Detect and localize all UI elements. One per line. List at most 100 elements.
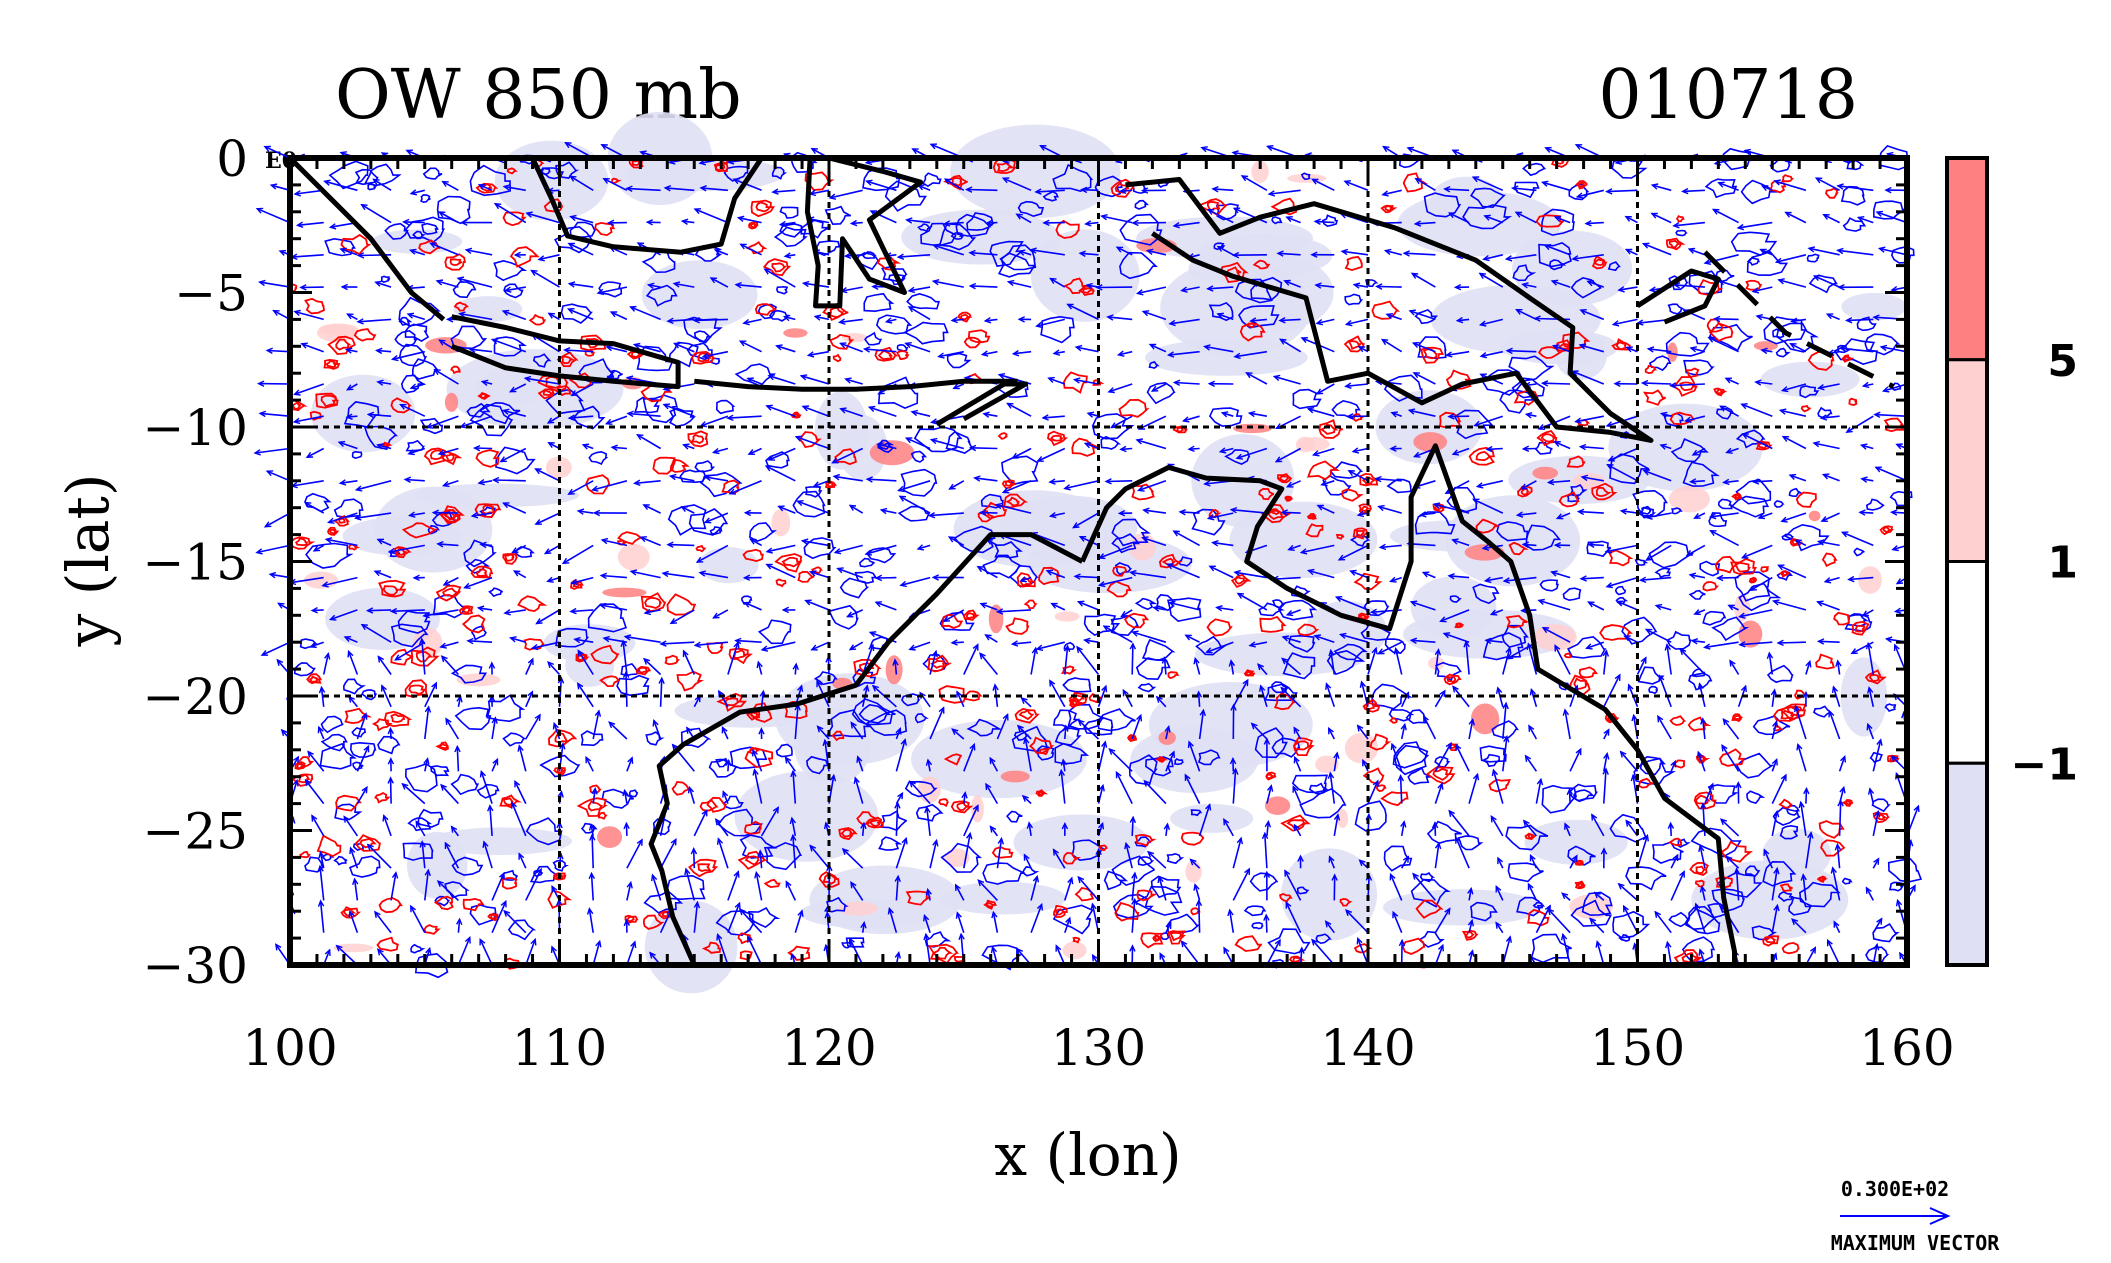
wind-vector-head bbox=[801, 280, 810, 288]
positive-contour bbox=[671, 781, 691, 796]
positive-contour bbox=[1702, 581, 1719, 592]
positive-contour bbox=[1851, 620, 1870, 636]
wind-vector-head bbox=[1414, 177, 1422, 185]
negative-contour bbox=[875, 314, 913, 335]
wind-vector bbox=[531, 269, 560, 288]
wind-vector bbox=[1848, 576, 1874, 581]
wind-vector-head bbox=[1285, 481, 1294, 488]
positive-contour bbox=[1563, 652, 1572, 659]
wind-vector-head bbox=[836, 567, 844, 574]
wind-vector bbox=[1116, 246, 1133, 256]
wind-vector bbox=[1575, 415, 1604, 423]
wind-vector bbox=[1669, 823, 1672, 836]
wind-vector-head bbox=[937, 352, 945, 359]
wind-vector-head bbox=[1698, 948, 1705, 956]
wind-vector bbox=[392, 350, 425, 361]
wind-vector-head bbox=[1398, 938, 1406, 947]
wind-vector-head bbox=[1524, 412, 1533, 419]
plot-frame bbox=[287, 155, 1910, 968]
wind-vector-head bbox=[862, 346, 871, 353]
wind-vector bbox=[1805, 832, 1812, 869]
wind-vector bbox=[330, 609, 358, 621]
wind-vector-head bbox=[440, 783, 447, 791]
negative-contour bbox=[645, 284, 678, 307]
wind-vector-head bbox=[425, 946, 432, 955]
wind-vector-head bbox=[1909, 884, 1916, 892]
wind-vector bbox=[1472, 176, 1504, 192]
negative-contour bbox=[1887, 857, 1923, 883]
positive-contour bbox=[1693, 791, 1717, 810]
wind-vector bbox=[270, 573, 291, 579]
wind-vector-head bbox=[502, 184, 511, 191]
positive-contour bbox=[1718, 748, 1746, 767]
wind-vector-head bbox=[636, 838, 643, 846]
wind-vector-head bbox=[630, 940, 637, 948]
positive-contour bbox=[528, 313, 547, 326]
wind-vector bbox=[525, 691, 534, 708]
wind-vector bbox=[721, 727, 729, 740]
negative-contour bbox=[669, 407, 697, 428]
wind-vector bbox=[1293, 756, 1302, 772]
wind-vector bbox=[970, 285, 998, 288]
negative-contour bbox=[1675, 229, 1688, 237]
negative-contour bbox=[1775, 347, 1791, 358]
wind-vector bbox=[1713, 208, 1739, 224]
positive-contour bbox=[1258, 487, 1275, 501]
wind-vector bbox=[1415, 178, 1436, 191]
negative-contour bbox=[1315, 933, 1332, 945]
wind-vector bbox=[640, 536, 661, 547]
wind-vector bbox=[1538, 599, 1571, 611]
wind-vector-head bbox=[534, 468, 542, 475]
coast-timor bbox=[935, 381, 1029, 427]
wind-vector bbox=[1728, 604, 1739, 611]
wind-vector-head bbox=[632, 479, 641, 486]
wind-vector-head bbox=[340, 283, 348, 291]
wind-vector bbox=[1468, 888, 1472, 901]
wind-vector-head bbox=[874, 601, 882, 608]
wind-vector bbox=[1021, 697, 1032, 708]
wind-vector-head bbox=[596, 288, 605, 296]
wind-vector bbox=[1823, 473, 1840, 482]
negative-contour bbox=[910, 450, 928, 463]
wind-vector bbox=[1572, 370, 1605, 385]
wind-vector bbox=[1782, 383, 1807, 392]
wind-vector bbox=[1692, 639, 1705, 643]
positive-contour bbox=[1868, 674, 1880, 683]
wind-vector-head bbox=[865, 179, 873, 186]
wind-vector bbox=[1036, 318, 1065, 327]
positive-contour bbox=[1353, 572, 1383, 591]
wind-vector bbox=[755, 872, 763, 901]
wind-vector-head bbox=[405, 149, 413, 156]
negative-contour bbox=[1364, 279, 1379, 287]
wind-vector-head bbox=[1187, 445, 1195, 453]
positive-contour bbox=[340, 233, 372, 256]
wind-vector bbox=[963, 792, 966, 804]
positive-contour bbox=[1129, 734, 1137, 741]
wind-vector bbox=[840, 408, 863, 417]
positive-contour bbox=[458, 605, 474, 615]
wind-vector bbox=[525, 377, 560, 385]
wind-vector-head bbox=[1444, 907, 1451, 915]
wind-vector bbox=[634, 343, 661, 353]
wind-vector bbox=[1821, 415, 1840, 419]
wind-vector-head bbox=[1650, 212, 1658, 219]
wind-vector bbox=[1823, 213, 1840, 224]
wind-vector bbox=[1742, 544, 1773, 559]
positive-contour bbox=[1306, 512, 1317, 520]
wind-vector-head bbox=[437, 449, 446, 456]
positive-contour bbox=[320, 394, 338, 408]
positive-ow-fill bbox=[444, 392, 459, 412]
wind-vector-head bbox=[994, 502, 1003, 510]
wind-vector-head bbox=[345, 384, 354, 391]
wind-vector-head bbox=[1844, 316, 1853, 324]
wind-vector-head bbox=[1837, 799, 1844, 807]
wind-vector-head bbox=[1141, 536, 1149, 543]
wind-vector-head bbox=[1856, 216, 1865, 223]
wind-vector bbox=[881, 509, 897, 514]
wind-vector bbox=[424, 706, 430, 740]
wind-vector bbox=[727, 871, 740, 901]
wind-vector bbox=[810, 571, 830, 579]
positive-contour bbox=[826, 481, 835, 488]
wind-vector bbox=[1228, 909, 1235, 933]
negative-contour bbox=[1812, 705, 1833, 718]
